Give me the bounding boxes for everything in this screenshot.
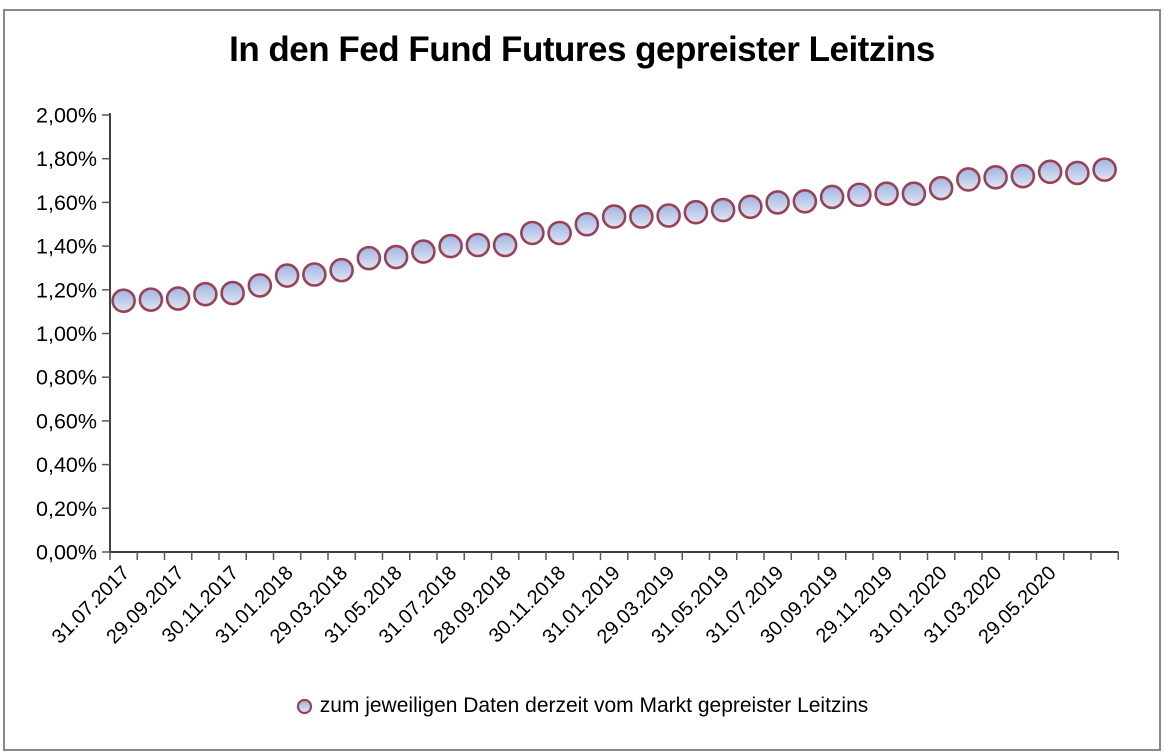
data-point-marker (874, 181, 899, 206)
data-point-marker (765, 190, 790, 215)
data-point-marker (274, 263, 300, 288)
data-point-marker (738, 194, 763, 220)
data-point-marker (710, 197, 736, 223)
data-point-marker (302, 262, 327, 287)
data-point-marker (438, 233, 463, 259)
data-point-marker (138, 287, 164, 312)
y-axis-label: 0,40% (36, 453, 97, 477)
data-point-marker (411, 239, 436, 264)
chart-title: In den Fed Fund Futures gepreister Leitz… (229, 30, 935, 69)
data-point-marker (247, 273, 273, 298)
y-axis-label: 1,20% (36, 278, 97, 302)
data-point-marker (220, 280, 245, 306)
data-point-marker (601, 204, 627, 229)
data-point-marker (1010, 163, 1036, 189)
data-point-marker (356, 245, 382, 271)
data-point-marker (329, 257, 354, 283)
data-point-marker (1065, 160, 1090, 186)
data-point-marker (901, 181, 927, 206)
chart-frame (3, 9, 1161, 751)
data-point-marker (819, 184, 845, 210)
data-point-marker (492, 232, 518, 258)
data-point-marker (111, 288, 136, 314)
data-point-marker (193, 281, 218, 307)
y-axis-label: 0,20% (36, 497, 97, 521)
data-point-marker (520, 220, 545, 246)
legend-marker-icon (296, 698, 312, 714)
legend-label: zum jeweiligen Daten derzeit vom Markt g… (319, 694, 869, 717)
data-point-marker (383, 244, 409, 270)
data-point-marker (465, 232, 491, 258)
y-axis-label: 1,60% (36, 191, 97, 215)
data-point-marker (1092, 157, 1117, 182)
data-point-marker (547, 220, 572, 246)
data-point-marker (574, 211, 600, 237)
data-point-marker (683, 199, 709, 225)
data-point-marker (629, 204, 654, 229)
data-point-marker (165, 286, 191, 311)
y-axis-label: 0,00% (36, 541, 97, 565)
y-axis-label: 0,60% (36, 409, 97, 433)
legend: zum jeweiligen Daten derzeit vom Markt g… (0, 694, 1164, 718)
data-point-marker (847, 182, 872, 208)
y-axis-label: 2,00% (36, 104, 97, 128)
data-point-marker (928, 175, 954, 201)
data-point-marker (792, 189, 818, 214)
y-axis-label: 1,40% (36, 235, 97, 259)
y-axis-label: 0,80% (36, 366, 97, 390)
y-axis-label: 1,80% (36, 147, 97, 171)
data-point-marker (656, 203, 681, 228)
data-point-marker (956, 167, 981, 192)
data-point-marker (983, 164, 1008, 190)
data-point-marker (1037, 159, 1063, 185)
y-axis-label: 1,00% (36, 322, 97, 346)
